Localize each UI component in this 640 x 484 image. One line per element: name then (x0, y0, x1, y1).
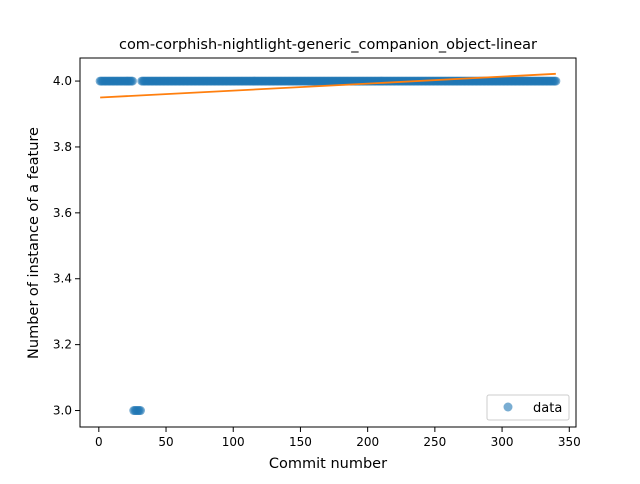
trend-line-group (100, 72, 556, 99)
axes-frame (79, 57, 577, 428)
x-tick-label: 300 (491, 435, 514, 449)
x-tick-label: 50 (158, 435, 173, 449)
y-tick-label: 4.0 (53, 74, 72, 88)
data-point (135, 406, 145, 416)
x-axis-label: Commit number (269, 456, 387, 472)
legend-marker-data (503, 402, 513, 412)
x-tick-label: 350 (558, 435, 581, 449)
x-tick-label: 150 (289, 435, 312, 449)
legend-box (486, 394, 570, 421)
x-tick-label: 200 (356, 435, 379, 449)
chart-title: com-corphish-nightlight-generic_companio… (119, 37, 537, 53)
y-tick-label: 3.6 (53, 206, 72, 220)
data-point (127, 76, 137, 86)
plot-area: 0 50 100 150 200 250 300 350 3.0 3.2 3.4 3.6 3.8 4.0 (53, 57, 581, 449)
x-tick-label: 0 (95, 435, 103, 449)
y-tick-label: 3.8 (53, 140, 72, 154)
x-axis: 0 50 100 150 200 250 300 350 (95, 427, 581, 449)
trend-line (100, 72, 556, 99)
y-tick-label: 3.0 (53, 404, 72, 418)
x-tick-label: 250 (423, 435, 446, 449)
data-point (551, 76, 561, 86)
y-axis: 3.0 3.2 3.4 3.6 3.8 4.0 (53, 74, 80, 418)
y-tick-label: 3.4 (53, 272, 72, 286)
x-tick-label: 100 (222, 435, 245, 449)
legend: data (486, 394, 570, 421)
y-axis-label: Number of instance of a feature (26, 127, 42, 359)
y-tick-label: 3.2 (53, 338, 72, 352)
legend-label-data: data (533, 401, 562, 416)
